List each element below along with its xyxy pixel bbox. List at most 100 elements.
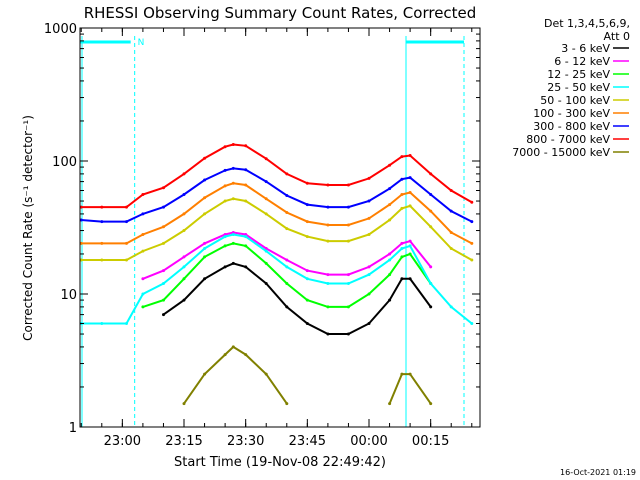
- detector-header-line-2: Att 0: [604, 30, 630, 43]
- data-point-50-100-kev: [449, 247, 453, 250]
- x-axis: 23:00 23:15 23:30 23:45 00:00 00:15: [80, 28, 473, 449]
- x-tick-label: 00:15: [412, 434, 449, 449]
- x-tick-label: 23:45: [289, 434, 326, 449]
- data-point-800-7000-kev: [367, 176, 371, 180]
- data-point-12-25-kev: [326, 305, 330, 309]
- data-point-12-25-kev: [367, 292, 371, 296]
- data-point-100-300-kev: [100, 241, 104, 245]
- data-point-100-300-kev: [449, 231, 453, 234]
- data-point-25-50-kev: [449, 305, 453, 309]
- data-point-300-800-kev: [305, 203, 309, 207]
- data-point-12-25-kev: [231, 241, 235, 245]
- data-point-800-7000-kev: [162, 186, 165, 190]
- x-tick-label: 00:00: [350, 434, 387, 449]
- data-point-100-300-kev: [429, 209, 433, 213]
- data-point-100-300-kev: [470, 241, 474, 245]
- data-point-50-100-kev: [182, 229, 186, 232]
- data-point-50-100-kev: [429, 225, 433, 229]
- data-point-25-50-kev: [264, 249, 268, 253]
- data-point-50-100-kev: [326, 239, 330, 243]
- data-point-25-50-kev: [203, 247, 207, 250]
- data-point-7000-15000-kev: [223, 353, 227, 357]
- data-point-12-25-kev: [346, 305, 350, 309]
- data-point-6-12-kev: [162, 269, 165, 273]
- data-point-300-800-kev: [264, 180, 268, 184]
- data-point-800-7000-kev: [326, 183, 330, 187]
- data-point-800-7000-kev: [285, 172, 289, 176]
- data-point-25-50-kev: [244, 235, 248, 239]
- data-point-7000-15000-kev: [388, 402, 392, 406]
- data-point-300-800-kev: [141, 212, 145, 216]
- data-point-3-6-kev: [429, 305, 433, 309]
- data-point-6-12-kev: [346, 273, 350, 277]
- data-point-50-100-kev: [285, 227, 289, 231]
- data-point-50-100-kev: [388, 218, 392, 222]
- data-point-800-7000-kev: [100, 205, 104, 209]
- data-point-100-300-kev: [244, 183, 248, 187]
- data-point-300-800-kev: [470, 220, 474, 224]
- data-point-25-50-kev: [305, 277, 309, 281]
- x-tick-label: 23:15: [165, 434, 202, 449]
- data-point-3-6-kev: [367, 322, 371, 325]
- data-point-100-300-kev: [400, 193, 404, 196]
- data-point-12-25-kev: [400, 255, 404, 259]
- data-point-12-25-kev: [285, 282, 289, 285]
- data-point-300-800-kev: [203, 178, 207, 182]
- data-point-6-12-kev: [182, 255, 186, 259]
- data-point-50-100-kev: [141, 249, 145, 253]
- data-point-50-100-kev: [408, 204, 412, 208]
- data-point-300-800-kev: [125, 220, 128, 224]
- data-point-50-100-kev: [244, 199, 248, 203]
- series-line-300-800-kev: [81, 167, 473, 223]
- data-point-6-12-kev: [285, 258, 289, 262]
- data-point-6-12-kev: [429, 265, 433, 269]
- data-point-800-7000-kev: [125, 205, 128, 209]
- data-point-300-800-kev: [367, 199, 371, 203]
- data-point-12-25-kev: [203, 255, 207, 259]
- data-point-50-100-kev: [125, 258, 128, 262]
- data-point-12-25-kev: [305, 298, 309, 302]
- data-point-6-12-kev: [400, 241, 404, 245]
- data-point-25-50-kev: [367, 273, 371, 277]
- data-point-6-12-kev: [141, 277, 145, 281]
- data-point-6-12-kev: [244, 233, 248, 236]
- data-point-3-6-kev: [231, 261, 235, 265]
- y-axis: 1 10 100 1000: [44, 22, 480, 436]
- data-point-7000-15000-kev: [264, 372, 268, 376]
- data-point-800-7000-kev: [203, 156, 207, 160]
- data-point-300-800-kev: [326, 205, 330, 209]
- data-point-12-25-kev: [141, 305, 145, 309]
- data-point-12-25-kev: [182, 277, 186, 281]
- data-point-100-300-kev: [388, 203, 392, 207]
- data-point-3-6-kev: [244, 265, 248, 269]
- data-point-100-300-kev: [182, 212, 186, 216]
- data-point-800-7000-kev: [449, 189, 453, 192]
- data-point-25-50-kev: [125, 322, 128, 325]
- legend-label-800-7000-kev: 800 - 7000 keV: [526, 133, 610, 146]
- data-point-25-50-kev: [400, 247, 404, 250]
- data-point-3-6-kev: [326, 332, 330, 336]
- data-point-100-300-kev: [326, 223, 330, 227]
- data-point-100-300-kev: [367, 216, 371, 220]
- data-point-50-100-kev: [470, 258, 474, 262]
- data-point-300-800-kev: [231, 166, 235, 170]
- data-point-6-12-kev: [367, 265, 371, 269]
- legend-label-100-300-kev: 100 - 300 keV: [533, 107, 610, 120]
- data-point-7000-15000-kev: [244, 353, 248, 357]
- data-point-300-800-kev: [449, 209, 453, 213]
- data-point-800-7000-kev: [231, 143, 235, 146]
- data-point-50-100-kev: [162, 241, 165, 245]
- series-line-3-6-kev: [162, 262, 432, 335]
- data-point-300-800-kev: [244, 168, 248, 172]
- plot-area: N: [79, 36, 474, 427]
- night-marker-label: N: [138, 38, 145, 48]
- x-tick-label: 23:00: [104, 434, 141, 449]
- data-point-50-100-kev: [100, 258, 104, 262]
- data-point-3-6-kev: [408, 277, 412, 281]
- data-point-25-50-kev: [162, 282, 165, 285]
- data-point-3-6-kev: [285, 305, 289, 309]
- data-point-800-7000-kev: [182, 172, 186, 176]
- y-tick-label: 10: [60, 288, 77, 303]
- data-point-3-6-kev: [400, 277, 404, 281]
